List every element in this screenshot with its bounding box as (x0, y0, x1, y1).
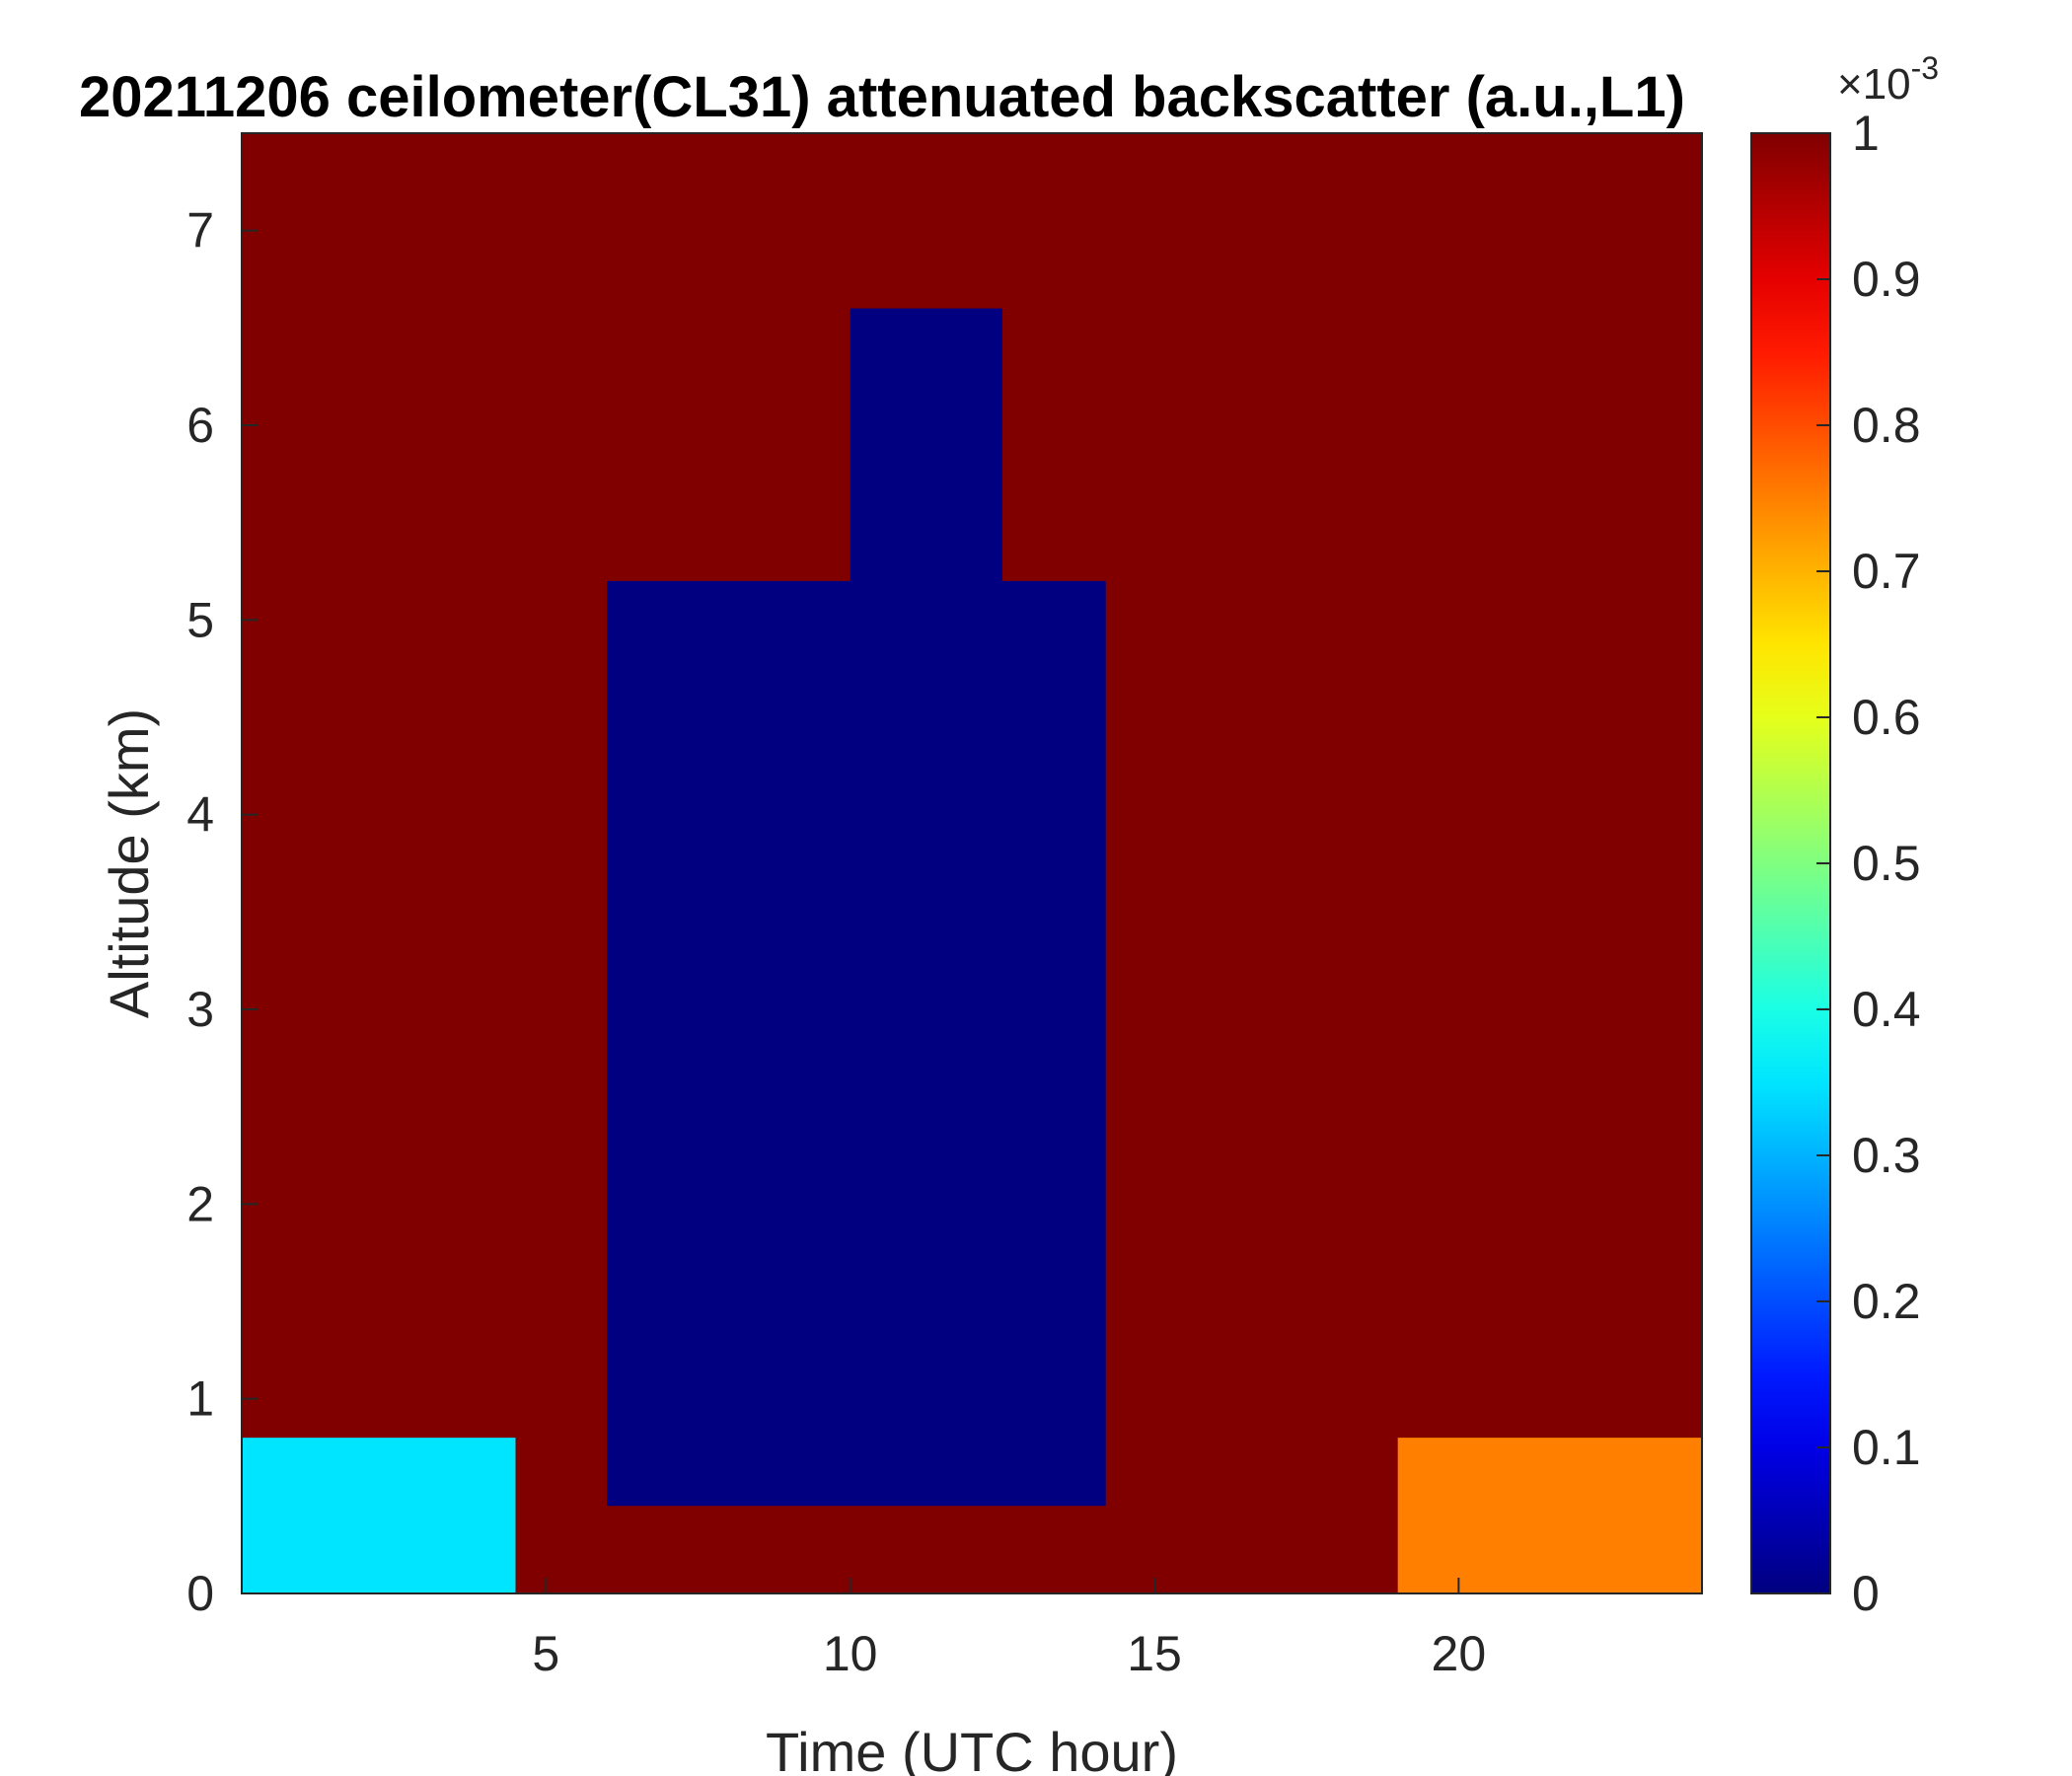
heatmap-region-4 (242, 1438, 516, 1593)
colorbar-tick-label: 0.7 (1852, 544, 1921, 599)
y-tick-label: 3 (186, 982, 214, 1037)
x-tick-label: 20 (1432, 1626, 1487, 1681)
y-axis-ticks: 0 1 2 3 4 5 6 7 (186, 203, 258, 1621)
chart-title: 20211206 ceilometer(CL31) attenuated bac… (79, 65, 1685, 129)
y-axis-label: Altitude (km) (98, 708, 160, 1018)
x-axis-ticks: 5 10 15 20 (532, 1578, 1486, 1681)
colorbar: 0 0.1 0.2 0.3 0.4 0.5 0.6 0.7 0.8 0.9 1 ×10-3 (1750, 50, 1939, 1621)
y-tick-label: 6 (186, 398, 214, 453)
y-tick-label: 4 (186, 787, 214, 843)
x-tick-label: 10 (823, 1626, 878, 1681)
colorbar-tick-label: 0.1 (1852, 1420, 1921, 1475)
heatmap-regions (242, 133, 1702, 1593)
colorbar-exponent: ×10-3 (1837, 50, 1939, 109)
colorbar-tick-label: 0.3 (1852, 1128, 1921, 1183)
heatmap-region-6 (1397, 1438, 1702, 1593)
colorbar-tick-label: 0.4 (1852, 982, 1921, 1037)
colorbar-exponent-base: ×10 (1837, 60, 1911, 109)
heatmap-region-2 (850, 308, 1002, 1555)
colorbar-exponent-power: -3 (1911, 50, 1939, 86)
y-tick-label: 5 (186, 592, 214, 647)
y-tick-label: 1 (186, 1371, 214, 1427)
colorbar-tick-label: 0 (1852, 1566, 1880, 1621)
heatmap-region-7 (1549, 522, 1611, 1009)
plot-frame (241, 132, 1703, 1594)
heatmap-region-5 (515, 1506, 1307, 1593)
x-axis-label: Time (UTC hour) (766, 1721, 1178, 1776)
colorbar-ticks: 0 0.1 0.2 0.3 0.4 0.5 0.6 0.7 0.8 0.9 1 (1816, 106, 1921, 1621)
x-tick-label: 5 (532, 1626, 559, 1681)
colorbar-tick-label: 0.9 (1852, 252, 1921, 307)
colorbar-tick-label: 0.2 (1852, 1274, 1921, 1329)
colorbar-tick-label: 1 (1852, 106, 1880, 161)
y-tick-label: 0 (186, 1566, 214, 1621)
heatmap-region-3 (242, 1038, 424, 1087)
x-tick-label: 15 (1127, 1626, 1182, 1681)
colorbar-tick-label: 0.5 (1852, 836, 1921, 891)
colorbar-tick-label: 0.6 (1852, 690, 1921, 745)
y-tick-label: 7 (186, 203, 214, 259)
y-tick-label: 2 (186, 1176, 214, 1231)
plot-area (242, 133, 1702, 1593)
colorbar-tick-label: 0.8 (1852, 398, 1921, 453)
